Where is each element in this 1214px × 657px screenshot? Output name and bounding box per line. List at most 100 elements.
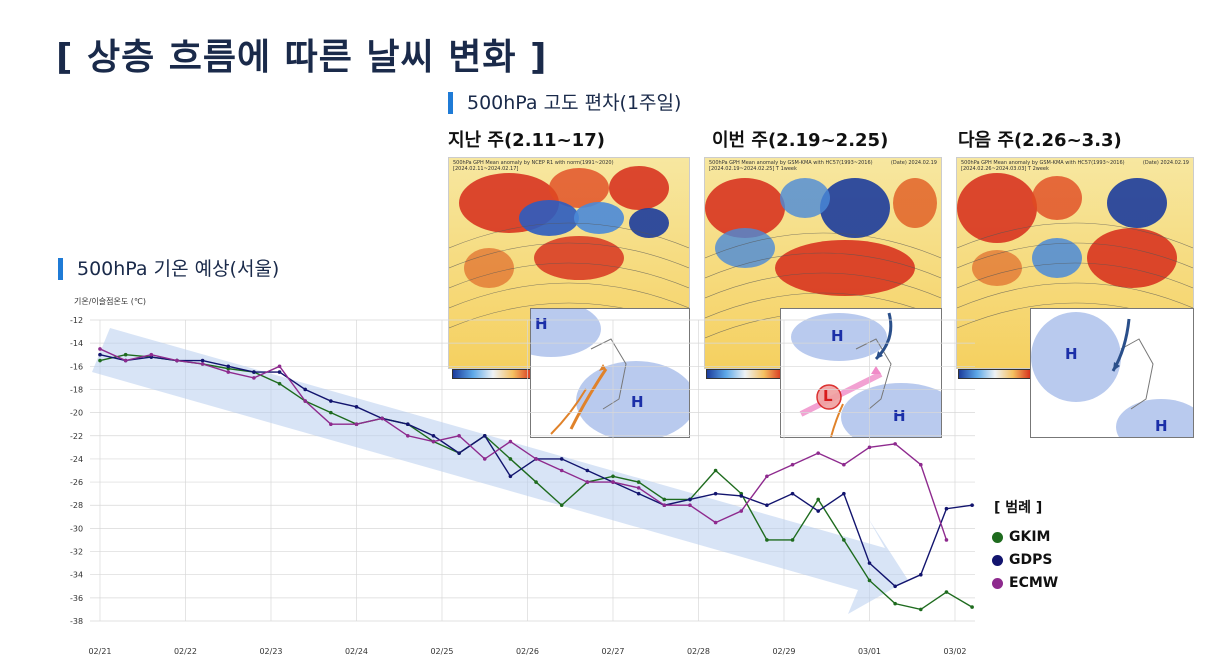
data-point-gdps [816,509,820,513]
data-point-ecmw [98,347,102,351]
y-tick-label: -14 [70,339,83,348]
data-point-gkim [893,601,897,606]
data-point-gdps [482,433,487,438]
series-layer [98,347,974,612]
data-point-gdps [893,584,897,589]
high-pressure-label: H [831,327,844,345]
data-point-ecmw [585,480,590,484]
data-point-gkim [508,457,513,461]
data-point-gkim [611,474,615,479]
data-point-gdps [406,422,410,426]
y-tick-label: -38 [70,617,83,626]
data-point-ecmw [508,439,513,444]
data-point-ecmw [559,468,564,473]
x-tick-label: 02/28 [687,647,710,656]
x-tick-label: 02/25 [430,647,453,656]
data-point-gdps [98,352,102,357]
synoptic-inset-graphic [531,309,689,437]
data-point-gdps [739,494,744,498]
map-header: 500hPa GPH Mean anomaly by GSM-KMA with … [961,160,1125,172]
map-label-last-week: 지난 주(2.11~17) [448,130,605,151]
data-point-ecmw [688,503,692,508]
y-tick-label: -34 [70,571,83,580]
y-tick-label: -16 [70,362,83,371]
data-point-ecmw [944,538,949,542]
x-tick-label: 03/01 [858,647,881,656]
y-axis-label: 기온/이슬점온도 (℃) [74,297,146,306]
x-tick-label: 02/29 [772,647,795,656]
y-tick-label: -12 [70,316,83,325]
data-point-gdps [919,572,923,577]
data-point-gdps [765,503,769,508]
tick-labels: -12 -14 -16 -18 -20 -22 -24 -26 -28 -30 -32 -34 -36 -… [70,316,967,656]
data-point-gdps [970,503,974,508]
map-date: (Date) 2024.02.19 [1142,160,1189,166]
synoptic-inset-graphic [791,312,941,437]
data-point-gkim [636,480,641,484]
data-point-gkim [559,503,564,508]
map-label-this-week: 이번 주(2.19~2.25) [712,130,889,151]
data-point-gdps [559,457,564,461]
data-point-ecmw [380,416,384,421]
trend-arrow [92,328,908,614]
synoptic-inset-last-week: H H [530,308,690,438]
low-pressure-label: L [823,387,833,405]
anomaly-map-next-week: 500hPa GPH Mean anomaly by GSM-KMA with … [956,157,1194,369]
data-point-gdps [636,491,641,496]
map-section-title: 500hPa 고도 편차(1주일) [448,92,681,114]
data-point-gdps [688,497,692,502]
data-point-ecmw [252,376,256,380]
data-point-gkim [790,538,795,542]
data-point-ecmw [457,433,461,438]
map-header: 500hPa GPH Mean anomaly by NCEP R1 with … [453,160,614,172]
data-point-ecmw [842,462,846,467]
x-tick-label: 02/27 [601,647,624,656]
data-point-ecmw [662,503,667,508]
page-title: [ 상층 흐름에 따른 날씨 변화 ] [56,37,548,78]
data-point-gdps [252,370,256,374]
data-point-ecmw [303,399,308,403]
y-tick-label: -32 [70,548,83,557]
anomaly-map-graphic [957,173,1193,329]
data-point-gkim [816,497,820,502]
y-tick-label: -28 [70,501,83,510]
legend-label: GDPS [1009,552,1053,568]
data-point-gkim [329,410,333,415]
data-point-ecmw [431,439,436,444]
y-tick-label: -20 [70,409,83,418]
data-point-ecmw [226,370,231,374]
data-point-gkim [123,352,128,357]
data-point-ecmw [765,474,769,479]
data-point-gkim [842,538,846,542]
anomaly-map-graphic [705,178,941,339]
y-tick-label: -30 [70,524,83,533]
data-point-ecmw [611,480,615,484]
x-tick-label: 03/02 [943,647,966,656]
high-pressure-label: H [1155,417,1168,435]
anomaly-map-graphic [449,166,689,329]
map-header: 500hPa GPH Mean anomaly by GSM-KMA with … [709,160,873,172]
data-point-ecmw [200,362,205,366]
legend-swatch [992,531,1003,543]
data-point-gkim [713,468,718,473]
data-point-gdps [457,451,461,455]
data-point-ecmw [329,422,333,426]
legend-label: ECMW [1009,575,1059,591]
trend-arrow-shape [92,328,908,614]
y-tick-label: -36 [70,594,83,603]
data-point-ecmw [406,433,410,438]
x-tick-label: 02/21 [88,647,111,656]
data-point-gdps [842,491,846,496]
data-point-gdps [508,474,513,479]
y-tick-label: -18 [70,385,83,394]
data-point-gkim [970,605,974,609]
data-point-gdps [713,491,718,496]
data-point-ecmw [867,445,872,450]
data-point-ecmw [354,422,359,426]
data-point-ecmw [893,442,897,446]
data-point-gdps [277,370,282,374]
legend-swatch [992,554,1003,566]
data-point-gkim [277,381,282,386]
chart-section-title: 500hPa 기온 예상(서울) [58,258,279,280]
data-point-ecmw [534,457,538,461]
